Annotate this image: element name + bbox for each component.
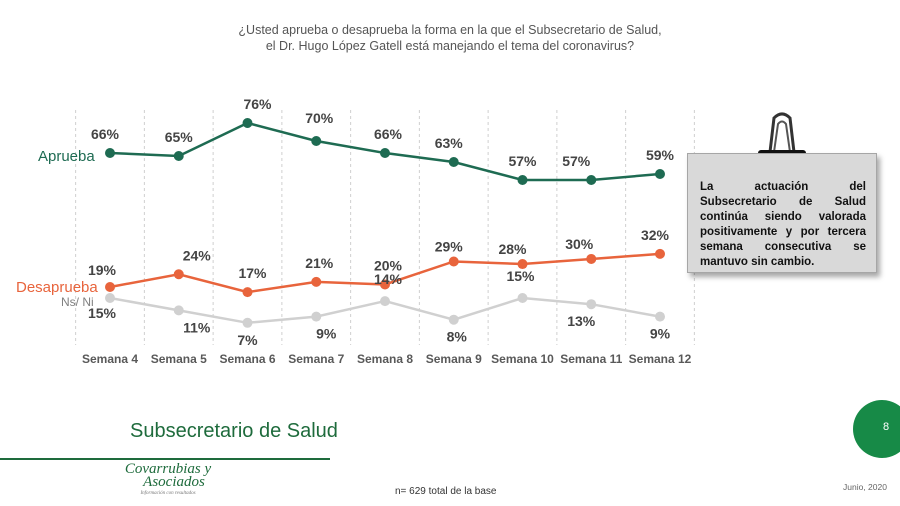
series-name-label: Aprueba [38, 148, 95, 165]
series-name-label: Ns/ Ni [61, 295, 94, 309]
data-label: 66% [91, 126, 120, 142]
data-point [655, 248, 665, 259]
x-tick-label: Semana 6 [219, 352, 275, 366]
x-tick-label: Semana 4 [82, 352, 138, 366]
data-label: 15% [506, 268, 535, 284]
data-point [448, 314, 459, 325]
data-label: 11% [183, 319, 211, 335]
data-point [448, 157, 459, 167]
data-point [311, 311, 322, 322]
data-point [380, 296, 390, 307]
data-label: 30% [565, 236, 594, 252]
data-label: 24% [183, 247, 212, 263]
data-point [173, 151, 184, 161]
data-point [448, 256, 459, 267]
data-label: 57% [562, 153, 591, 169]
data-label: 19% [88, 262, 117, 278]
x-tick-label: Semana 9 [426, 352, 482, 366]
data-point [242, 287, 253, 298]
x-tick-label: Semana 12 [629, 352, 692, 366]
data-point [311, 136, 322, 146]
x-tick-label: Semana 11 [560, 352, 622, 366]
company-logo: Covarrubias y Asociados Información con … [118, 461, 218, 497]
data-point [586, 299, 597, 310]
data-point [655, 311, 665, 322]
data-point [517, 259, 528, 270]
data-label: 59% [646, 147, 675, 163]
data-point [517, 293, 528, 303]
data-point [105, 293, 115, 303]
data-point [105, 282, 115, 292]
data-label: 8% [447, 329, 468, 345]
data-label: 70% [305, 110, 334, 126]
data-point [586, 253, 597, 264]
page-number: 8 [883, 421, 890, 433]
line-chart: Semana 4 Semana 5 Semana 6 Semana 7 Semana 8… [16, 96, 695, 366]
data-label: 76% [243, 96, 272, 112]
data-label: 7% [237, 332, 258, 348]
data-label: 14% [374, 271, 403, 287]
series-name-label: Desaprueba [16, 279, 98, 296]
x-tick-label: Semana 5 [151, 352, 207, 366]
data-label: 13% [567, 313, 596, 329]
data-point [173, 305, 184, 316]
section-title: Subsecretario de Salud [130, 420, 338, 442]
data-point [105, 148, 115, 158]
data-point [586, 175, 597, 185]
data-label: 66% [374, 126, 403, 142]
data-label: 9% [650, 326, 671, 342]
data-label: 29% [435, 239, 464, 255]
data-point [517, 175, 528, 185]
data-point [380, 279, 390, 290]
sample-size-note: n= 629 total de la base [395, 486, 497, 497]
data-point [173, 269, 184, 280]
question-line-2: el Dr. Hugo López Gatell está manejando … [265, 39, 635, 53]
logo-line-1: Covarrubias y [124, 461, 212, 477]
title-underline [0, 458, 330, 460]
data-label: 57% [508, 153, 537, 169]
data-point [380, 148, 390, 158]
data-label: 65% [165, 129, 194, 145]
data-label: 9% [316, 326, 337, 342]
data-label: 28% [498, 241, 527, 257]
note-box: La actuación del Subsecretario de Salud … [687, 153, 877, 273]
page-number-badge [853, 400, 900, 458]
data-point [311, 276, 322, 287]
data-label: 63% [435, 135, 464, 151]
report-date: Junio, 2020 [843, 482, 887, 492]
data-point [655, 169, 665, 179]
x-tick-label: Semana 8 [357, 352, 413, 366]
x-tick-label: Semana 10 [491, 352, 554, 366]
data-point [242, 317, 253, 328]
logo-line-2: Asociados [143, 474, 205, 490]
data-label: 15% [88, 305, 117, 321]
survey-question: ¿Usted aprueba o desaprueba la forma en … [200, 22, 700, 54]
note-text: La actuación del Subsecretario de Salud … [700, 181, 866, 268]
question-line-1: ¿Usted aprueba o desaprueba la forma en … [238, 23, 662, 37]
data-point [242, 118, 253, 128]
data-label: 21% [305, 255, 334, 271]
data-label: 17% [238, 265, 267, 281]
data-label: 32% [641, 227, 670, 243]
data-label: 20% [374, 257, 403, 273]
x-tick-label: Semana 7 [288, 352, 344, 366]
logo-tagline: Información con resultados [140, 491, 196, 496]
